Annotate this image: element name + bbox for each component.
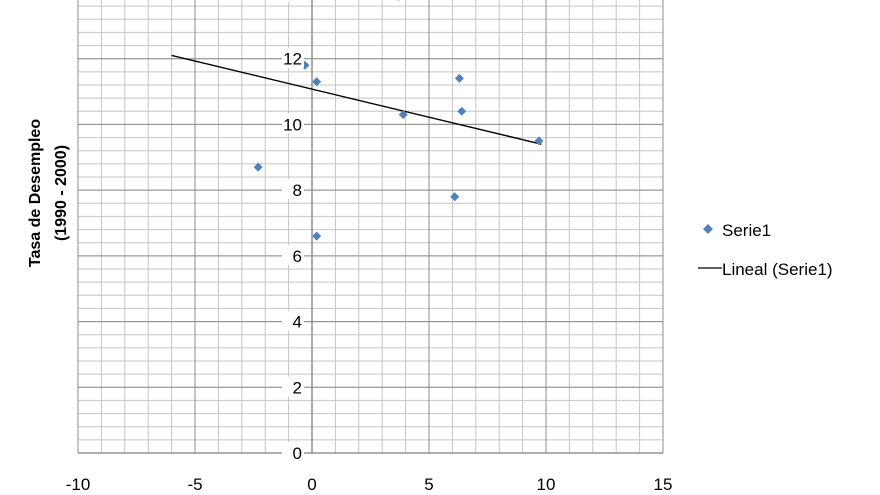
y-axis-label: Tasa de Desempleo (1990 - 2000) — [27, 119, 70, 267]
trendline — [171, 54, 542, 145]
trendline-layer — [171, 54, 542, 145]
y-tick-label: 0 — [293, 444, 302, 463]
y-tick-label: 10 — [283, 115, 302, 134]
data-point — [397, 0, 400, 1]
y-tick-label-background — [282, 442, 304, 462]
y-tick-label-background — [282, 113, 304, 134]
data-point — [398, 110, 408, 120]
data-point — [312, 77, 322, 87]
x-tick-label: -5 — [187, 475, 202, 494]
y-tick-label: 2 — [293, 378, 302, 397]
y-tick-label-background — [282, 47, 304, 68]
x-tick-label: -10 — [66, 475, 91, 494]
chart-axes — [78, 0, 663, 454]
legend-item-serie1: Serie1 — [703, 221, 771, 240]
y-tick-label: 12 — [283, 50, 302, 69]
x-tick-label: 10 — [537, 475, 556, 494]
y-tick-label: 14 — [283, 0, 302, 3]
legend-label-trendline: Lineal (Serie1) — [722, 260, 833, 279]
y-tick-label: 8 — [293, 181, 302, 200]
y-tick-label-background — [282, 0, 304, 2]
y-tick-label-background — [282, 376, 304, 397]
legend-item-trendline: Lineal (Serie1) — [698, 260, 833, 279]
legend: Serie1 Lineal (Serie1) — [698, 221, 833, 279]
legend-diamond-marker — [703, 224, 713, 234]
x-tick-label: 0 — [307, 475, 316, 494]
data-point — [253, 162, 263, 172]
data-point — [454, 73, 464, 83]
chart-grid — [77, 0, 664, 454]
points-layer — [253, 0, 544, 241]
y-axis-label-line-2: (1990 - 2000) — [53, 145, 70, 241]
y-tick-label: 4 — [293, 313, 302, 332]
y-tick-label-background — [282, 179, 304, 200]
data-point — [312, 231, 322, 241]
data-point — [457, 106, 467, 116]
y-tick-labels: 0 2 4 6 8 10 12 14 — [282, 0, 304, 463]
x-tick-label: 15 — [654, 475, 673, 494]
x-tick-label: 5 — [424, 475, 433, 494]
data-point — [450, 192, 460, 202]
legend-label-serie1: Serie1 — [722, 221, 771, 240]
y-tick-label-background — [282, 310, 304, 331]
y-axis-label-line-1: Tasa de Desempleo — [27, 119, 44, 267]
data-point — [534, 136, 544, 146]
y-tick-label-background — [282, 244, 304, 265]
x-tick-labels: -10 -5 0 5 10 15 — [66, 475, 673, 494]
y-tick-label: 6 — [293, 247, 302, 266]
